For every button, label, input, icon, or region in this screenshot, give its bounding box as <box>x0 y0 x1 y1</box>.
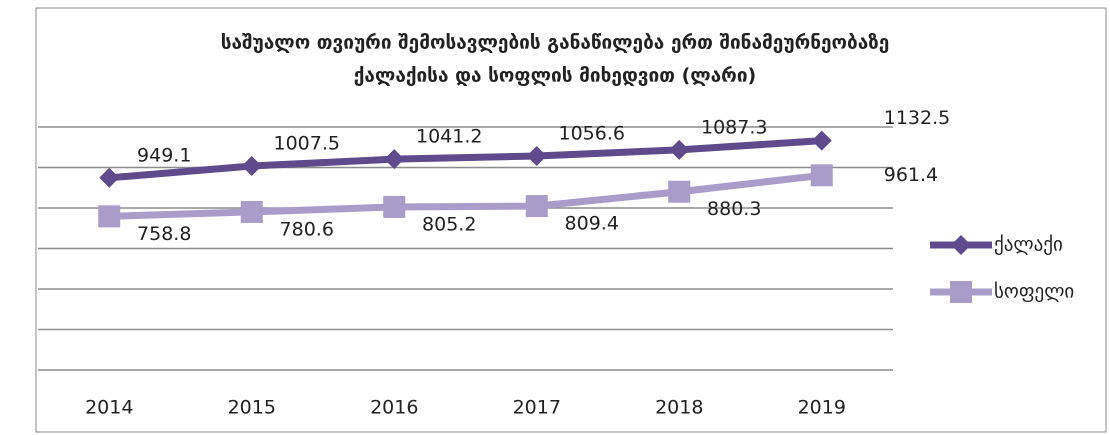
chart-frame <box>35 7 1107 433</box>
chart-title: საშუალო თვიური შემოსავლების განაწილება ე… <box>221 32 890 54</box>
data-label: 805.2 <box>422 213 476 235</box>
data-label: 758.8 <box>137 223 191 245</box>
chart-title: ქალაქისა და სოფლის მიხედვით (ლარი) <box>354 65 756 87</box>
data-point <box>810 164 833 187</box>
legend-marker <box>951 235 971 255</box>
data-label: 1041.2 <box>416 126 482 148</box>
data-label: 780.6 <box>280 218 334 240</box>
legend-marker <box>950 281 972 303</box>
x-tick-label: 2016 <box>370 397 418 419</box>
data-point <box>383 195 406 218</box>
data-point <box>526 146 547 167</box>
data-point <box>811 130 832 151</box>
legend-label: ქალაქი <box>994 234 1063 256</box>
series-line <box>108 137 822 182</box>
data-point <box>384 149 405 170</box>
x-tick-label: 2017 <box>513 397 561 419</box>
data-point <box>525 195 548 218</box>
series-line <box>109 171 823 220</box>
data-label: 1087.3 <box>701 116 767 138</box>
x-tick-label: 2014 <box>85 397 133 419</box>
data-label: 1056.6 <box>559 123 625 145</box>
data-label: 880.3 <box>707 198 761 220</box>
x-tick-label: 2015 <box>228 397 276 419</box>
data-label: 961.4 <box>884 164 938 186</box>
data-point <box>240 200 263 223</box>
data-label: 1007.5 <box>274 132 340 154</box>
data-label: 1132.5 <box>884 107 950 129</box>
x-tick-label: 2019 <box>798 397 846 419</box>
legend-label: სოფელი <box>994 281 1074 303</box>
data-point <box>241 155 262 176</box>
x-tick-label: 2018 <box>655 397 703 419</box>
data-label: 809.4 <box>565 213 619 235</box>
data-point <box>669 139 690 160</box>
data-point <box>98 205 121 228</box>
data-point <box>99 167 120 188</box>
data-label: 949.1 <box>137 144 191 166</box>
data-point <box>668 180 691 203</box>
